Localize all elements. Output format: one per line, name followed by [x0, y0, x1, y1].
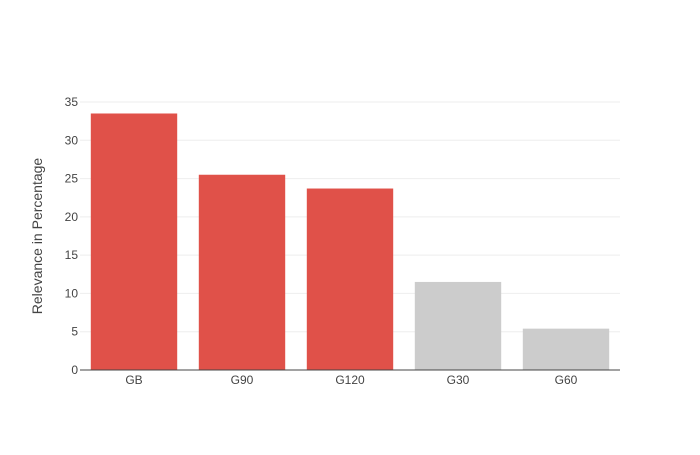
bar-gb[interactable]: [90, 113, 178, 370]
y-tick-label: 35: [65, 95, 79, 109]
y-tick-label: 15: [65, 248, 79, 262]
y-axis-title: Relevance in Percentage: [29, 158, 45, 315]
x-tick-labels: GB G90 G120 G30 G60: [125, 373, 577, 387]
bar-g60[interactable]: [522, 328, 610, 370]
x-tick-label: G30: [447, 373, 470, 387]
bar-g120[interactable]: [306, 188, 394, 370]
y-tick-label: 0: [71, 363, 78, 377]
y-tick-label: 5: [71, 325, 78, 339]
y-tick-labels: 0 5 10 15 20 25 30 35: [65, 95, 79, 377]
bar-g90[interactable]: [198, 174, 286, 370]
y-tick-label: 25: [65, 172, 79, 186]
x-tick-label: G60: [555, 373, 578, 387]
y-tick-label: 20: [65, 210, 79, 224]
x-tick-label: G90: [231, 373, 254, 387]
x-tick-label: G120: [335, 373, 365, 387]
x-tick-label: GB: [125, 373, 142, 387]
bars: [90, 113, 610, 370]
y-tick-label: 10: [65, 286, 79, 300]
y-tick-label: 30: [65, 133, 79, 147]
bar-g30[interactable]: [414, 281, 502, 370]
